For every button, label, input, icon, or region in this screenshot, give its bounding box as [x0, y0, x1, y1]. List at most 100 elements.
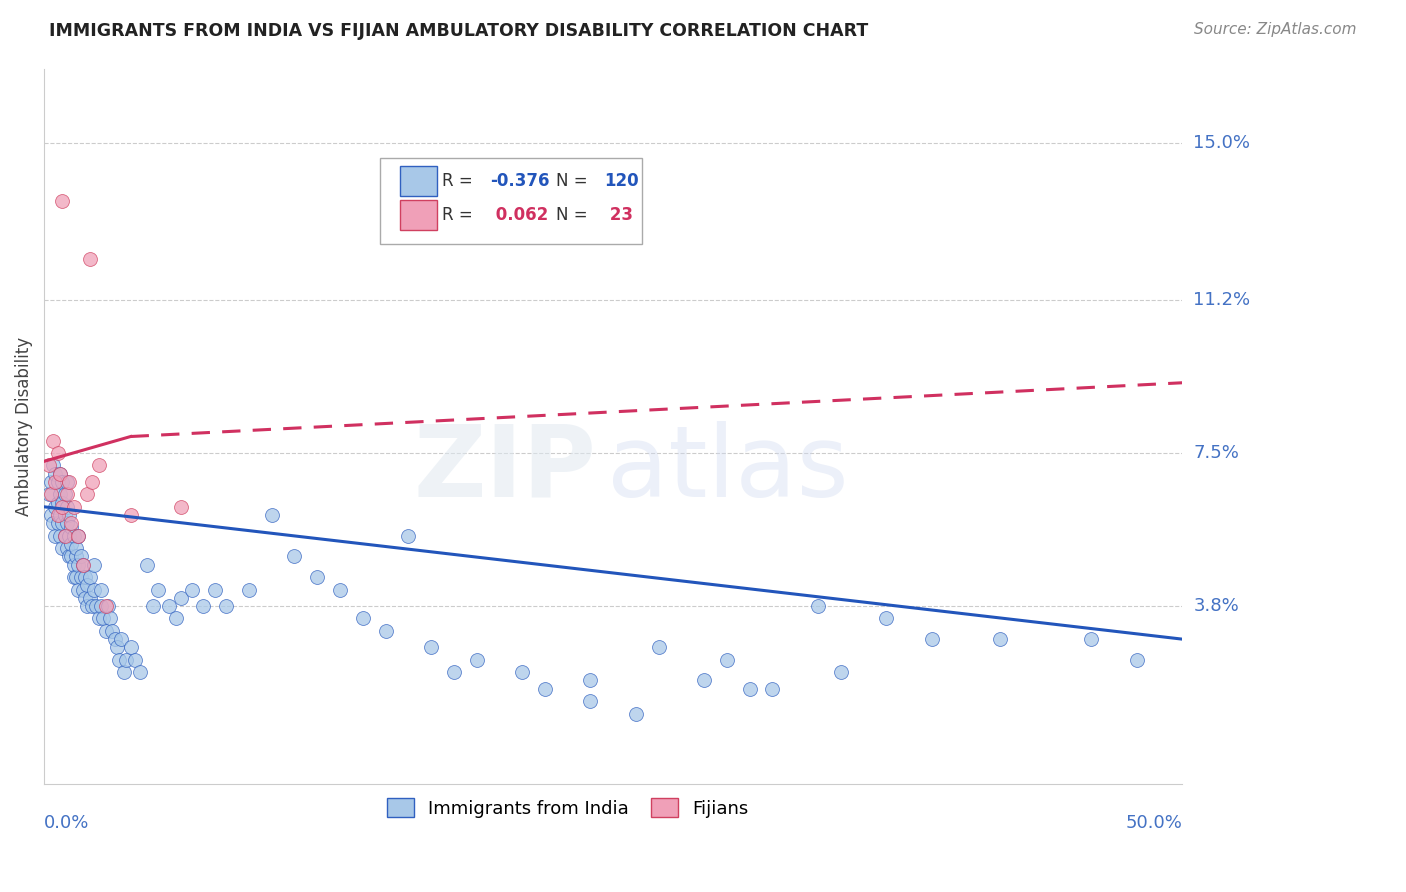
Point	[465, 653, 488, 667]
Point	[53, 508, 76, 522]
Point	[42, 434, 65, 448]
Point	[72, 582, 94, 597]
Text: N =: N =	[557, 172, 593, 190]
Point	[53, 487, 76, 501]
Point	[988, 632, 1011, 647]
Point	[128, 665, 150, 680]
Point	[67, 582, 90, 597]
Point	[215, 599, 238, 613]
Point	[716, 653, 738, 667]
Y-axis label: Ambulatory Disability: Ambulatory Disability	[15, 336, 32, 516]
Text: -0.376: -0.376	[491, 172, 550, 190]
Point	[307, 570, 329, 584]
Point	[104, 632, 127, 647]
Point	[58, 529, 80, 543]
Point	[46, 446, 69, 460]
Point	[110, 632, 132, 647]
Point	[443, 665, 465, 680]
Text: N =: N =	[557, 206, 593, 224]
Point	[875, 611, 897, 625]
Point	[44, 529, 66, 543]
Point	[579, 673, 602, 688]
Point	[115, 653, 138, 667]
Point	[86, 599, 108, 613]
Point	[693, 673, 716, 688]
Point	[44, 500, 66, 514]
Point	[60, 516, 83, 531]
Point	[65, 549, 87, 564]
Point	[51, 475, 73, 489]
Point	[830, 665, 852, 680]
Text: 0.062: 0.062	[491, 206, 548, 224]
Point	[921, 632, 943, 647]
Point	[80, 475, 103, 489]
Point	[42, 458, 65, 473]
Point	[62, 529, 84, 543]
FancyBboxPatch shape	[401, 200, 437, 230]
Point	[62, 558, 84, 572]
Point	[90, 582, 112, 597]
Point	[142, 599, 165, 613]
Point	[51, 496, 73, 510]
Point	[51, 500, 73, 514]
Point	[98, 611, 121, 625]
Point	[624, 706, 647, 721]
Point	[46, 496, 69, 510]
Point	[396, 529, 419, 543]
Point	[647, 640, 669, 655]
Point	[79, 252, 101, 266]
Point	[170, 591, 193, 605]
Point	[62, 570, 84, 584]
Text: 0.0%: 0.0%	[44, 814, 90, 832]
Point	[49, 467, 72, 481]
Point	[579, 694, 602, 708]
Point	[53, 529, 76, 543]
Point	[56, 500, 79, 514]
Point	[75, 591, 97, 605]
Point	[46, 475, 69, 489]
Point	[58, 549, 80, 564]
Point	[329, 582, 352, 597]
Point	[49, 529, 72, 543]
Point	[120, 640, 142, 655]
Point	[80, 599, 103, 613]
Point	[39, 487, 62, 501]
Point	[69, 549, 91, 564]
Point	[58, 475, 80, 489]
Point	[75, 570, 97, 584]
Point	[352, 611, 374, 625]
Point	[39, 508, 62, 522]
Point	[49, 487, 72, 501]
Point	[58, 508, 80, 522]
Point	[62, 500, 84, 514]
Point	[761, 681, 783, 696]
Text: IMMIGRANTS FROM INDIA VS FIJIAN AMBULATORY DISABILITY CORRELATION CHART: IMMIGRANTS FROM INDIA VS FIJIAN AMBULATO…	[49, 22, 869, 40]
Point	[165, 611, 187, 625]
Point	[76, 599, 98, 613]
Point	[181, 582, 204, 597]
Point	[56, 541, 79, 556]
Point	[65, 570, 87, 584]
Text: 50.0%: 50.0%	[1125, 814, 1182, 832]
Point	[42, 516, 65, 531]
Point	[738, 681, 761, 696]
Point	[56, 487, 79, 501]
Point	[56, 475, 79, 489]
Point	[146, 582, 169, 597]
Point	[60, 520, 83, 534]
Point	[283, 549, 305, 564]
Point	[83, 582, 105, 597]
Point	[260, 508, 283, 522]
Text: 7.5%: 7.5%	[1194, 444, 1239, 462]
Point	[374, 624, 396, 638]
Point	[94, 624, 117, 638]
Point	[49, 508, 72, 522]
Text: 120: 120	[605, 172, 638, 190]
Point	[51, 516, 73, 531]
Point	[1125, 653, 1147, 667]
Point	[44, 475, 66, 489]
Text: R =: R =	[443, 172, 478, 190]
Point	[120, 508, 142, 522]
Text: ZIP: ZIP	[413, 421, 596, 517]
Text: 3.8%: 3.8%	[1194, 597, 1239, 615]
